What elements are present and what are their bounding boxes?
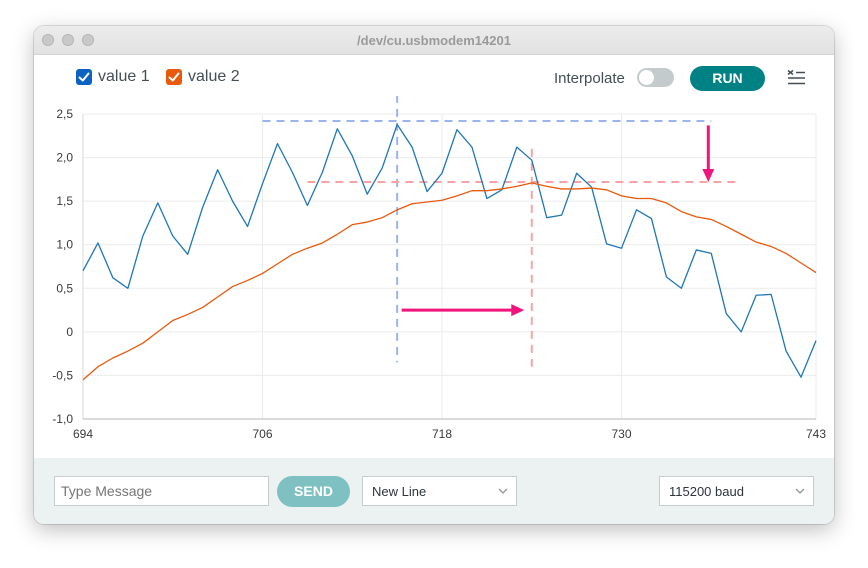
y-tick-label: -1,0	[52, 412, 73, 426]
window-title: /dev/cu.usbmodem14201	[357, 33, 511, 48]
checkbox-value-1[interactable]	[76, 69, 92, 85]
y-tick-label: 2,5	[56, 107, 73, 121]
clear-list-icon[interactable]	[786, 69, 806, 85]
interpolate-label: Interpolate	[554, 70, 625, 87]
zoom-window-button[interactable]	[82, 34, 94, 46]
baud-rate-select[interactable]: 115200 baud	[659, 476, 814, 506]
chevron-down-icon	[498, 488, 508, 494]
chevron-down-icon	[795, 488, 805, 494]
interpolate-toggle[interactable]	[637, 68, 674, 87]
run-button[interactable]: RUN	[690, 66, 765, 91]
close-window-button[interactable]	[42, 34, 54, 46]
x-tick-label: 743	[806, 427, 826, 441]
line-ending-select[interactable]: New Line	[362, 476, 517, 506]
toggle-knob	[639, 70, 654, 85]
x-tick-label: 694	[73, 427, 93, 441]
arrow-down-icon	[702, 168, 715, 182]
series-line-value-1	[82, 123, 817, 378]
y-tick-label: -0,5	[52, 368, 73, 382]
legend-label-value-1: value 1	[98, 68, 150, 85]
checkbox-value-2[interactable]	[166, 69, 182, 85]
checkmark-icon	[168, 72, 180, 82]
x-tick-label: 718	[432, 427, 452, 441]
y-tick-label: 0,5	[56, 281, 73, 295]
legend-label-value-2: value 2	[188, 68, 240, 85]
serial-plotter-window: /dev/cu.usbmodem14201 value 1 value 2 In…	[34, 26, 834, 524]
minimize-window-button[interactable]	[62, 34, 74, 46]
x-tick-label: 730	[612, 427, 632, 441]
series-line-value-2	[82, 182, 817, 381]
legend-item-value-2[interactable]: value 2	[166, 67, 240, 87]
legend-item-value-1[interactable]: value 1	[76, 67, 150, 87]
message-bar: SEND New Line 115200 baud	[34, 458, 834, 524]
title-bar: /dev/cu.usbmodem14201	[34, 26, 834, 55]
arrow-right-icon	[511, 304, 525, 317]
baud-rate-value: 115200 baud	[669, 484, 744, 499]
x-tick-label: 706	[252, 427, 272, 441]
y-tick-label: 2,0	[56, 151, 73, 165]
line-ending-value: New Line	[372, 484, 427, 499]
y-tick-label: 0	[66, 325, 73, 339]
y-tick-label: 1,0	[56, 238, 73, 252]
checkmark-icon	[78, 72, 90, 82]
y-tick-label: 1,5	[56, 194, 73, 208]
message-input[interactable]	[54, 476, 269, 506]
send-button[interactable]: SEND	[277, 476, 350, 507]
